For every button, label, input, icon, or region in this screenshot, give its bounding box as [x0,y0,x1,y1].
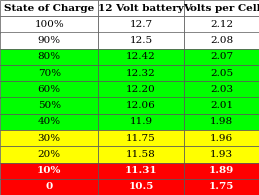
Bar [0,130,98,146]
Text: Volts per Cell: Volts per Cell [183,4,259,13]
Bar [98,114,184,130]
Text: 12 Volt battery: 12 Volt battery [98,4,184,13]
Bar [0,33,98,49]
Bar [98,130,184,146]
Text: 11.9: 11.9 [130,117,153,126]
Bar [184,16,259,33]
Bar [98,0,184,16]
Bar [184,146,259,162]
Text: 1.89: 1.89 [209,166,234,175]
Text: 2.03: 2.03 [210,85,233,94]
Text: 12.42: 12.42 [126,52,156,61]
Text: 70%: 70% [38,69,61,78]
Text: 0: 0 [46,182,53,191]
Text: 2.12: 2.12 [210,20,233,29]
Bar [184,130,259,146]
Text: 11.75: 11.75 [126,134,156,143]
Text: 12.20: 12.20 [126,85,156,94]
Bar [98,49,184,65]
Bar [184,114,259,130]
Bar [0,146,98,162]
Text: 1.98: 1.98 [210,117,233,126]
Text: 12.7: 12.7 [130,20,153,29]
Bar [98,33,184,49]
Bar [184,49,259,65]
Bar [98,81,184,98]
Bar [98,162,184,179]
Text: 2.08: 2.08 [210,36,233,45]
Bar [184,179,259,195]
Text: 80%: 80% [38,52,61,61]
Text: 2.01: 2.01 [210,101,233,110]
Bar [0,179,98,195]
Bar [0,114,98,130]
Text: 2.07: 2.07 [210,52,233,61]
Text: 10%: 10% [37,166,61,175]
Bar [184,162,259,179]
Text: 50%: 50% [38,101,61,110]
Bar [0,81,98,98]
Bar [184,98,259,114]
Text: 90%: 90% [38,36,61,45]
Bar [98,98,184,114]
Text: 1.93: 1.93 [210,150,233,159]
Text: 11.31: 11.31 [125,166,157,175]
Text: 1.96: 1.96 [210,134,233,143]
Bar [184,33,259,49]
Text: 12.5: 12.5 [130,36,153,45]
Text: 20%: 20% [38,150,61,159]
Bar [0,98,98,114]
Bar [0,65,98,81]
Text: 2.05: 2.05 [210,69,233,78]
Text: 30%: 30% [38,134,61,143]
Bar [0,49,98,65]
Text: 12.32: 12.32 [126,69,156,78]
Text: 60%: 60% [38,85,61,94]
Text: 11.58: 11.58 [126,150,156,159]
Text: 12.06: 12.06 [126,101,156,110]
Text: State of Charge: State of Charge [4,4,94,13]
Bar [0,162,98,179]
Bar [184,81,259,98]
Bar [184,0,259,16]
Bar [98,16,184,33]
Bar [184,65,259,81]
Text: 10.5: 10.5 [128,182,154,191]
Text: 100%: 100% [34,20,64,29]
Bar [98,65,184,81]
Text: 1.75: 1.75 [209,182,234,191]
Bar [98,179,184,195]
Bar [0,16,98,33]
Bar [98,146,184,162]
Bar [0,0,98,16]
Text: 40%: 40% [38,117,61,126]
